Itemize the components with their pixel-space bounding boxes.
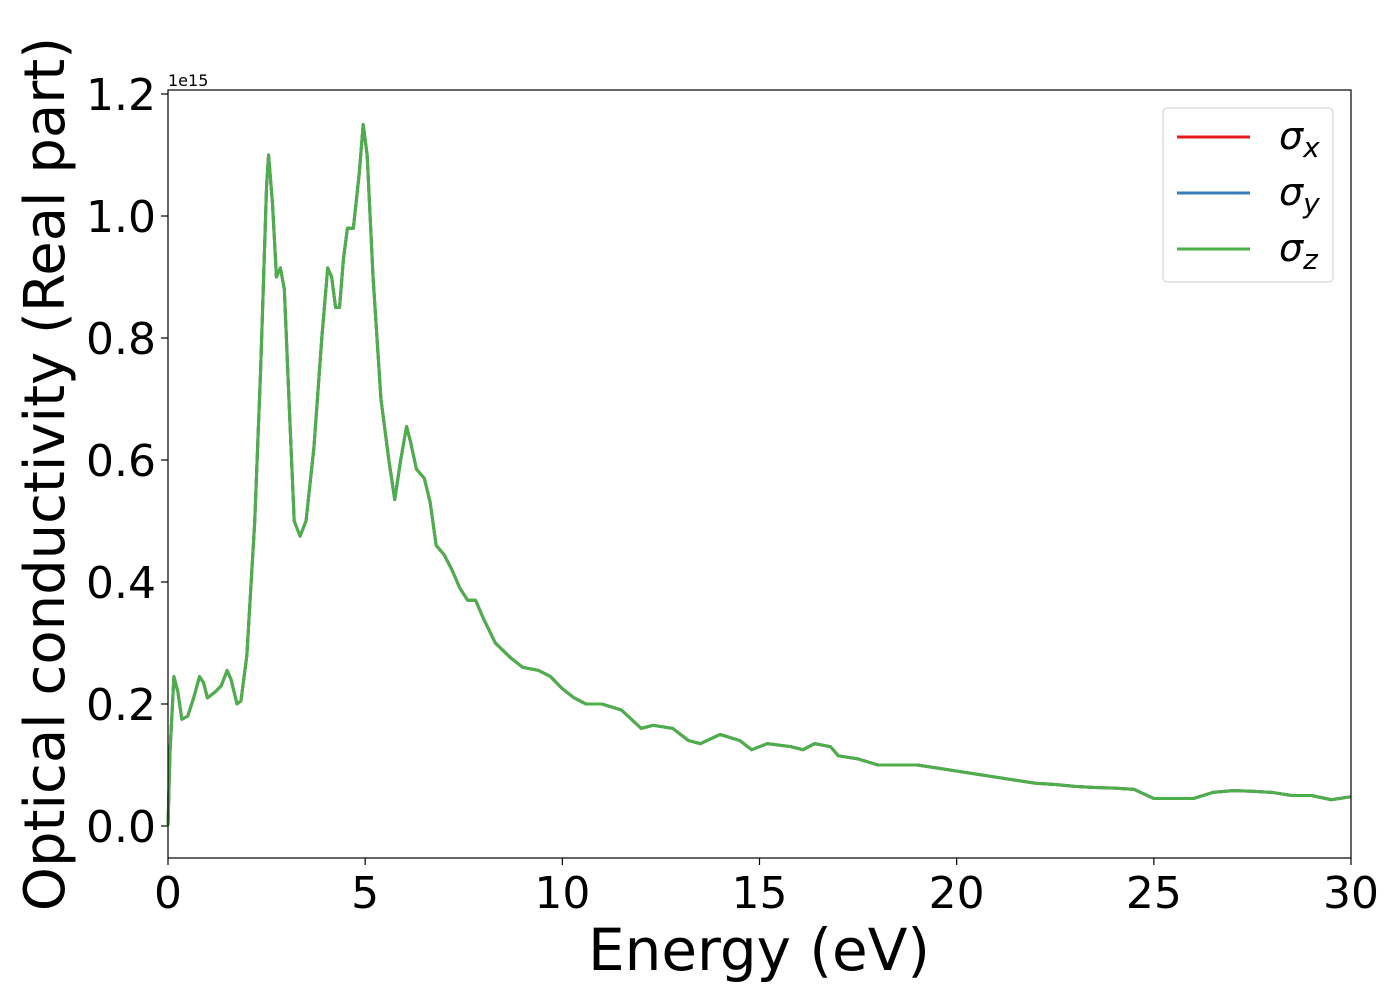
y-tick-label: 0.8 bbox=[86, 314, 156, 365]
plot-frame bbox=[167, 89, 1352, 859]
y-axis-label: Optical conductivity (Real part) bbox=[13, 37, 78, 911]
x-tick-label: 0 bbox=[154, 868, 182, 919]
x-tick-label: 10 bbox=[534, 868, 590, 919]
x-tick-label: 25 bbox=[1126, 868, 1182, 919]
y-tick-label: 0.4 bbox=[86, 558, 156, 609]
x-tick-label: 20 bbox=[929, 868, 985, 919]
x-tick-label: 15 bbox=[732, 868, 788, 919]
x-tick-label: 5 bbox=[351, 868, 379, 919]
y-tick-label: 1.2 bbox=[86, 70, 156, 121]
legend-label: σz bbox=[1279, 226, 1319, 276]
y-tick-label: 0.6 bbox=[86, 436, 156, 487]
line bbox=[166, 123, 1352, 827]
y-offset-text: 1e15 bbox=[168, 71, 208, 90]
x-axis-label: Energy (eV) bbox=[588, 916, 930, 984]
y-tick-label: 0.0 bbox=[86, 802, 156, 853]
x-tick-label: 30 bbox=[1323, 868, 1379, 919]
y-tick-label: 0.2 bbox=[86, 680, 156, 731]
y-tick-label: 1.0 bbox=[86, 192, 156, 243]
legend-box bbox=[1162, 107, 1334, 283]
